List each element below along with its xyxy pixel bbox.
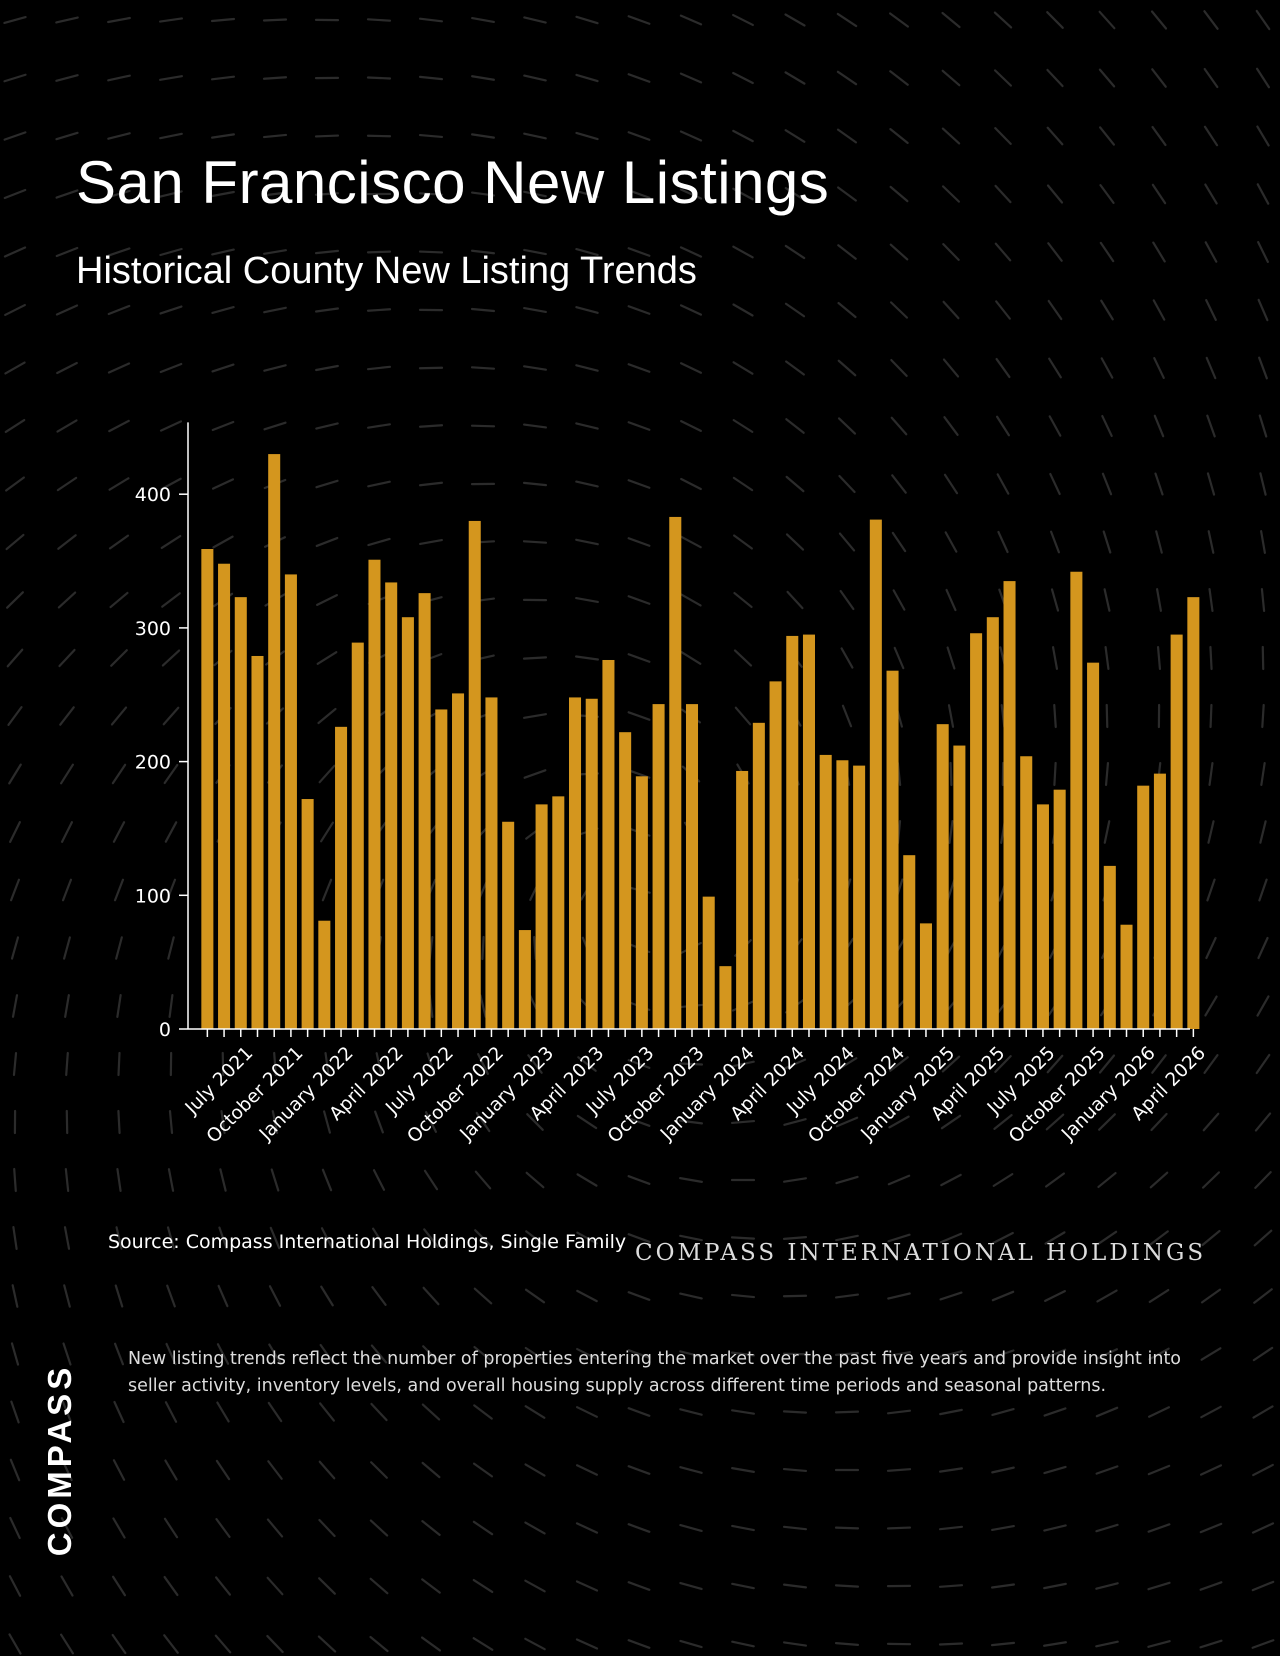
- bar: [903, 855, 916, 1029]
- bar: [335, 726, 348, 1029]
- compass-logo-text: COMPASS: [41, 1363, 78, 1557]
- bar: [1053, 789, 1066, 1029]
- bar: [284, 574, 297, 1029]
- bar: [702, 896, 715, 1029]
- bar: [1003, 581, 1016, 1029]
- bar: [502, 821, 515, 1029]
- bar: [385, 582, 398, 1029]
- bar: [669, 516, 682, 1029]
- compass-logo: COMPASS: [0, 1330, 120, 1590]
- bar: [986, 617, 999, 1029]
- bar: [953, 745, 966, 1029]
- bar: [301, 799, 314, 1029]
- bar: [1187, 597, 1200, 1029]
- bar: [251, 655, 264, 1029]
- bars-group: [201, 454, 1200, 1030]
- y-tick-label: 200: [135, 752, 171, 774]
- bar: [1120, 924, 1133, 1029]
- bar: [435, 709, 448, 1029]
- bar: [602, 659, 615, 1029]
- bar: [1020, 756, 1033, 1029]
- bar: [418, 593, 431, 1029]
- source-note: Source: Compass International Holdings, …: [108, 1231, 627, 1253]
- page-title: San Francisco New Listings: [76, 149, 830, 216]
- bar: [1153, 773, 1166, 1029]
- bar: [936, 724, 949, 1029]
- bar: [886, 670, 899, 1029]
- y-tick-label: 100: [135, 885, 171, 907]
- bar: [719, 966, 732, 1029]
- bar: [552, 796, 565, 1029]
- bar: [218, 563, 231, 1029]
- brand-wordmark: COMPASS INTERNATIONAL HOLDINGS: [635, 1240, 1207, 1266]
- bar: [569, 697, 582, 1029]
- bar: [685, 704, 699, 1029]
- bar: [635, 776, 648, 1029]
- y-tick-label: 300: [135, 618, 171, 640]
- bar: [769, 681, 782, 1029]
- bar: [853, 765, 866, 1029]
- bar: [836, 760, 849, 1029]
- bar: [786, 635, 799, 1029]
- page-subtitle: Historical County New Listing Trends: [76, 250, 697, 292]
- bar: [736, 770, 749, 1029]
- y-tick-label: 0: [159, 1019, 171, 1041]
- chart-description: New listing trends reflect the number of…: [128, 1349, 1182, 1396]
- bar: [819, 754, 832, 1029]
- bar: [234, 597, 247, 1029]
- y-tick-label: 400: [135, 484, 171, 506]
- bar: [802, 634, 815, 1029]
- bar: [268, 454, 281, 1030]
- bar: [919, 923, 932, 1029]
- bar: [518, 930, 531, 1029]
- y-axis: 0 100 200 300 400: [135, 422, 189, 1041]
- bar: [485, 697, 498, 1029]
- bar: [1070, 571, 1083, 1029]
- bar: [752, 722, 765, 1029]
- bar: [970, 633, 983, 1029]
- bar: [468, 520, 481, 1029]
- bar: [1170, 634, 1183, 1029]
- bar: [585, 698, 598, 1029]
- bar: [869, 519, 882, 1029]
- bar: [401, 617, 414, 1029]
- bar: [368, 559, 381, 1029]
- bar: [1087, 662, 1100, 1029]
- bar: [1036, 804, 1049, 1029]
- bar: [619, 732, 632, 1029]
- bar: [318, 920, 331, 1029]
- bar: [535, 804, 548, 1029]
- bar: [1103, 865, 1116, 1029]
- bar: [201, 549, 214, 1029]
- bar: [1137, 785, 1150, 1029]
- bar: [452, 693, 465, 1029]
- bar: [351, 642, 364, 1029]
- bar: [652, 704, 665, 1029]
